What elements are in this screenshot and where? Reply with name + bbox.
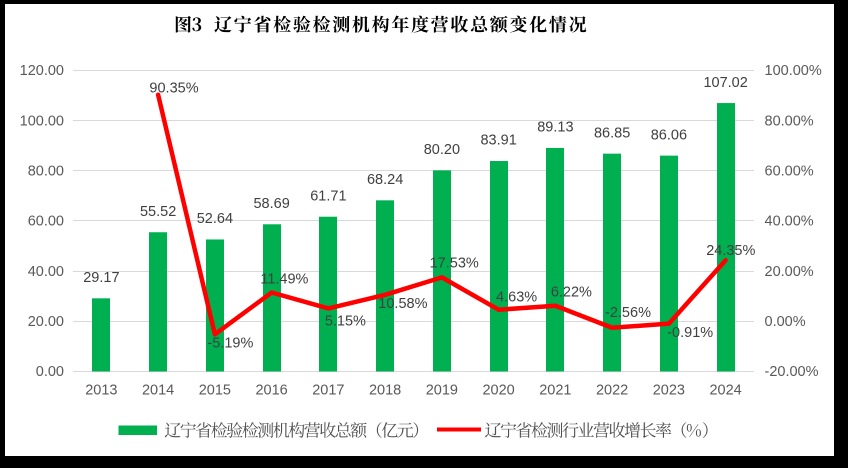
svg-text:-20.00%: -20.00% [765,364,819,380]
svg-text:40.00%: 40.00% [765,214,814,230]
svg-text:4.63%: 4.63% [496,289,537,305]
svg-text:0.00: 0.00 [36,364,64,380]
svg-text:100.00%: 100.00% [765,63,822,79]
svg-text:2016: 2016 [255,383,287,399]
svg-text:24.35%: 24.35% [706,243,755,259]
svg-text:10.58%: 10.58% [378,296,427,312]
svg-text:2017: 2017 [312,383,344,399]
svg-text:6.22%: 6.22% [551,285,592,301]
svg-text:86.06: 86.06 [651,127,687,143]
svg-text:20.00%: 20.00% [765,264,814,280]
svg-text:60.00: 60.00 [28,214,64,230]
svg-text:2015: 2015 [199,383,231,399]
svg-text:17.53%: 17.53% [430,255,479,271]
svg-text:80.00: 80.00 [28,164,64,180]
svg-text:2018: 2018 [369,383,401,399]
svg-text:58.69: 58.69 [253,196,289,212]
svg-text:2021: 2021 [539,383,571,399]
svg-text:86.85: 86.85 [594,125,630,141]
svg-text:89.13: 89.13 [537,120,573,136]
svg-text:60.00%: 60.00% [765,164,814,180]
svg-text:52.64: 52.64 [197,211,233,227]
svg-text:29.17: 29.17 [83,270,119,286]
svg-text:20.00: 20.00 [28,314,64,330]
svg-text:80.00%: 80.00% [765,113,814,129]
svg-text:2019: 2019 [426,383,458,399]
svg-text:40.00: 40.00 [28,264,64,280]
svg-text:68.24: 68.24 [367,172,403,188]
svg-text:107.02: 107.02 [703,75,747,91]
svg-text:61.71: 61.71 [310,188,346,204]
svg-text:80.20: 80.20 [424,142,460,158]
svg-text:100.00: 100.00 [20,113,64,129]
svg-text:2013: 2013 [85,383,117,399]
svg-text:2023: 2023 [653,383,685,399]
svg-text:-0.91%: -0.91% [667,325,713,341]
svg-text:-2.56%: -2.56% [605,305,651,321]
svg-text:0.00%: 0.00% [765,314,806,330]
svg-text:83.91: 83.91 [480,133,516,149]
svg-text:2020: 2020 [482,383,514,399]
svg-text:55.52: 55.52 [140,204,176,220]
svg-text:2022: 2022 [596,383,628,399]
svg-text:2024: 2024 [709,383,741,399]
svg-text:-5.19%: -5.19% [207,336,253,352]
svg-text:11.49%: 11.49% [260,271,308,287]
svg-text:2014: 2014 [142,383,174,399]
svg-text:5.15%: 5.15% [325,314,366,330]
svg-text:120.00: 120.00 [20,63,64,79]
svg-text:90.35%: 90.35% [149,80,198,96]
